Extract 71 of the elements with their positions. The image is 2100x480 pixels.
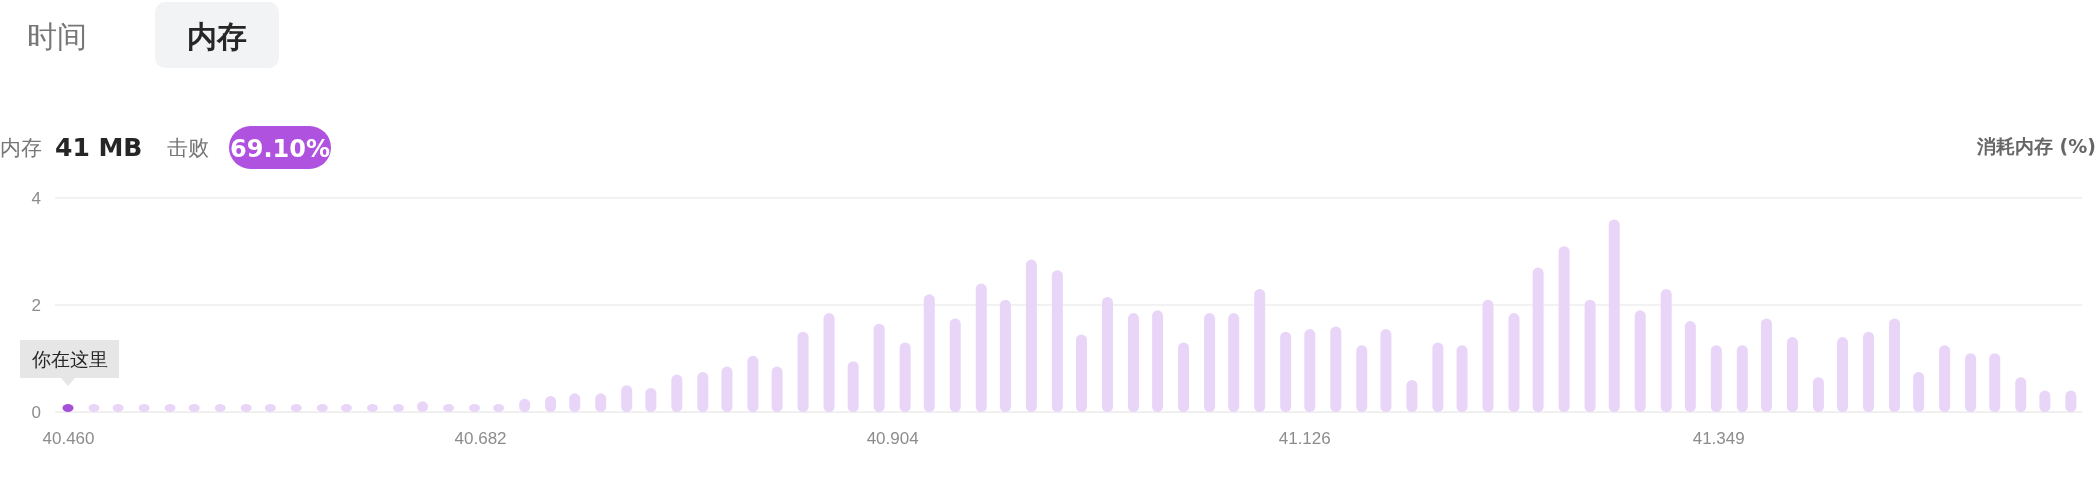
bar (671, 374, 683, 412)
bar (697, 371, 709, 412)
bar (1304, 329, 1316, 412)
bar (949, 318, 961, 412)
bar (1532, 267, 1544, 412)
bar (1736, 345, 1748, 412)
y-tick-label: 0 (31, 402, 41, 422)
bar (1634, 310, 1646, 412)
bar (1608, 219, 1620, 412)
bar (923, 294, 935, 412)
bar (721, 366, 733, 412)
bar (823, 313, 835, 412)
bar (1863, 331, 1875, 412)
y-axis-title: 消耗内存 (%) (1975, 135, 2096, 157)
bar (797, 331, 809, 412)
bar (1684, 321, 1696, 412)
bar (1889, 318, 1901, 412)
bar (747, 355, 759, 412)
bar (2015, 377, 2027, 412)
bar (1508, 313, 1520, 412)
bar (1660, 288, 1672, 412)
y-tick-label: 4 (31, 188, 41, 208)
bar (1280, 331, 1292, 412)
bar (899, 342, 911, 412)
bar (621, 385, 633, 412)
bar (1228, 313, 1240, 412)
bar (1786, 337, 1798, 412)
y-tick-label: 2 (31, 295, 41, 315)
bar (1075, 334, 1087, 412)
text: 41 MB (55, 133, 143, 162)
text: 时间 (27, 19, 87, 54)
bar (1025, 259, 1037, 412)
bar (1710, 345, 1722, 412)
text: 内存 (0, 136, 42, 160)
bar (1456, 345, 1468, 412)
bar (1432, 342, 1444, 412)
bar (1812, 377, 1824, 412)
bar (1965, 353, 1977, 412)
bar (771, 366, 783, 412)
bar (1051, 270, 1063, 412)
text: 击败 (167, 136, 209, 160)
bar (1989, 353, 2001, 412)
x-tick-label: 41.126 (1278, 429, 1331, 449)
bar (1482, 299, 1494, 412)
text: 69.10% (230, 135, 330, 163)
bar (1127, 313, 1139, 412)
bar (847, 361, 859, 412)
bar (1913, 371, 1925, 412)
bar (1380, 329, 1392, 412)
annotation: 你在这里 (30, 347, 108, 370)
x-tick-label: 40.682 (454, 429, 507, 449)
text: 内存 (187, 19, 247, 54)
bar (1584, 299, 1596, 412)
bar (1939, 345, 1951, 412)
bar (1330, 326, 1342, 412)
bar (1152, 310, 1164, 412)
bar (1178, 342, 1190, 412)
bar (1558, 246, 1570, 412)
bar (1254, 288, 1266, 412)
bar (1356, 345, 1368, 412)
x-tick-label: 40.904 (866, 429, 919, 449)
x-tick-label: 41.349 (1692, 429, 1745, 449)
bar (1406, 379, 1418, 412)
bar (1837, 337, 1849, 412)
bar (873, 323, 885, 412)
bar (1760, 318, 1772, 412)
x-tick-label: 40.460 (42, 429, 95, 449)
bar (1101, 296, 1113, 412)
bar (999, 299, 1011, 412)
bar (1204, 313, 1216, 412)
bar (975, 283, 987, 412)
